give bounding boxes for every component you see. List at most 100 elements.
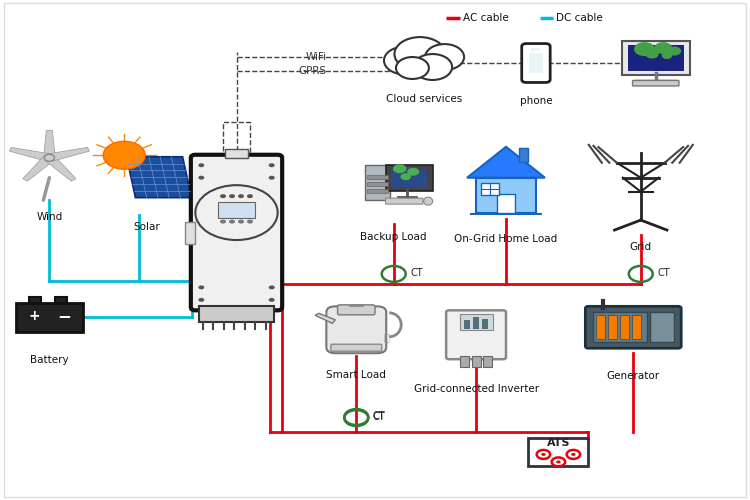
Circle shape	[268, 163, 274, 167]
Polygon shape	[127, 157, 191, 198]
Bar	[391, 168, 427, 186]
Circle shape	[247, 220, 253, 224]
Text: CT: CT	[373, 411, 386, 421]
Text: ATS: ATS	[547, 438, 570, 448]
Circle shape	[572, 453, 576, 456]
Bar	[184, 222, 195, 244]
Bar	[56, 297, 68, 303]
Circle shape	[634, 42, 655, 56]
Bar	[520, 148, 529, 162]
Circle shape	[396, 57, 429, 79]
Text: Battery: Battery	[30, 354, 69, 364]
Circle shape	[645, 50, 658, 58]
Bar	[367, 188, 388, 192]
Bar	[464, 320, 470, 329]
Bar	[497, 194, 515, 212]
FancyBboxPatch shape	[529, 438, 588, 466]
Circle shape	[413, 54, 452, 80]
Polygon shape	[315, 314, 335, 324]
FancyBboxPatch shape	[386, 198, 423, 204]
Bar	[470, 212, 542, 215]
Polygon shape	[47, 148, 89, 162]
Bar	[476, 178, 536, 212]
Bar	[367, 182, 388, 186]
Circle shape	[198, 286, 204, 290]
Circle shape	[247, 194, 253, 198]
Text: Solar: Solar	[134, 222, 160, 232]
Text: Grid-connected Inverter: Grid-connected Inverter	[413, 384, 538, 394]
Bar	[217, 202, 255, 218]
Circle shape	[198, 163, 204, 167]
Text: Grid: Grid	[630, 242, 652, 252]
Circle shape	[384, 46, 426, 74]
Circle shape	[238, 220, 244, 224]
Circle shape	[556, 460, 561, 464]
Circle shape	[425, 44, 464, 70]
Text: DC cable: DC cable	[556, 13, 603, 23]
Polygon shape	[44, 156, 76, 181]
Bar	[596, 316, 604, 340]
Circle shape	[220, 220, 226, 224]
Circle shape	[229, 220, 235, 224]
Text: On-Grid Home Load: On-Grid Home Load	[454, 234, 558, 243]
Bar	[530, 52, 543, 74]
FancyBboxPatch shape	[331, 344, 382, 351]
FancyBboxPatch shape	[632, 80, 679, 86]
Circle shape	[268, 176, 274, 180]
Text: CT: CT	[373, 412, 386, 422]
Bar	[650, 312, 674, 342]
Bar	[460, 314, 493, 330]
Text: Generator: Generator	[607, 371, 660, 381]
Text: ⏻: ⏻	[383, 332, 389, 342]
FancyBboxPatch shape	[522, 44, 550, 82]
Text: −: −	[57, 308, 71, 326]
Text: phone: phone	[520, 96, 552, 106]
Circle shape	[542, 453, 546, 456]
Circle shape	[393, 164, 406, 173]
Polygon shape	[467, 147, 545, 178]
Bar	[592, 312, 646, 342]
Circle shape	[229, 194, 235, 198]
Circle shape	[220, 194, 226, 198]
Text: AC cable: AC cable	[463, 13, 509, 23]
FancyBboxPatch shape	[326, 306, 386, 353]
Bar	[481, 183, 499, 195]
Circle shape	[407, 168, 419, 175]
Circle shape	[44, 154, 55, 161]
FancyBboxPatch shape	[364, 165, 390, 200]
Circle shape	[400, 173, 411, 180]
FancyBboxPatch shape	[338, 305, 375, 315]
Text: Backup Load: Backup Load	[361, 232, 427, 241]
Ellipse shape	[424, 197, 433, 205]
Circle shape	[268, 298, 274, 302]
Text: Cloud services: Cloud services	[386, 94, 462, 104]
Bar	[532, 48, 541, 51]
Circle shape	[654, 42, 672, 54]
Circle shape	[268, 286, 274, 290]
Text: CT: CT	[657, 268, 670, 278]
Text: CT: CT	[410, 268, 423, 278]
Bar	[632, 316, 640, 340]
Bar	[483, 356, 492, 367]
Polygon shape	[9, 148, 51, 162]
Text: GPRS: GPRS	[298, 66, 326, 76]
Bar	[28, 297, 40, 303]
Bar	[482, 319, 488, 329]
Bar	[367, 174, 388, 178]
Circle shape	[198, 298, 204, 302]
Bar	[199, 306, 274, 322]
FancyBboxPatch shape	[386, 164, 433, 190]
Bar	[628, 45, 684, 71]
Circle shape	[662, 52, 672, 59]
FancyBboxPatch shape	[190, 155, 282, 310]
FancyBboxPatch shape	[16, 303, 83, 332]
Circle shape	[198, 176, 204, 180]
Text: Wind: Wind	[36, 212, 62, 222]
FancyBboxPatch shape	[622, 41, 690, 75]
Bar	[460, 356, 470, 367]
Circle shape	[668, 46, 681, 56]
Bar	[620, 316, 628, 340]
Circle shape	[104, 142, 146, 169]
Circle shape	[238, 194, 244, 198]
Bar	[225, 149, 248, 158]
